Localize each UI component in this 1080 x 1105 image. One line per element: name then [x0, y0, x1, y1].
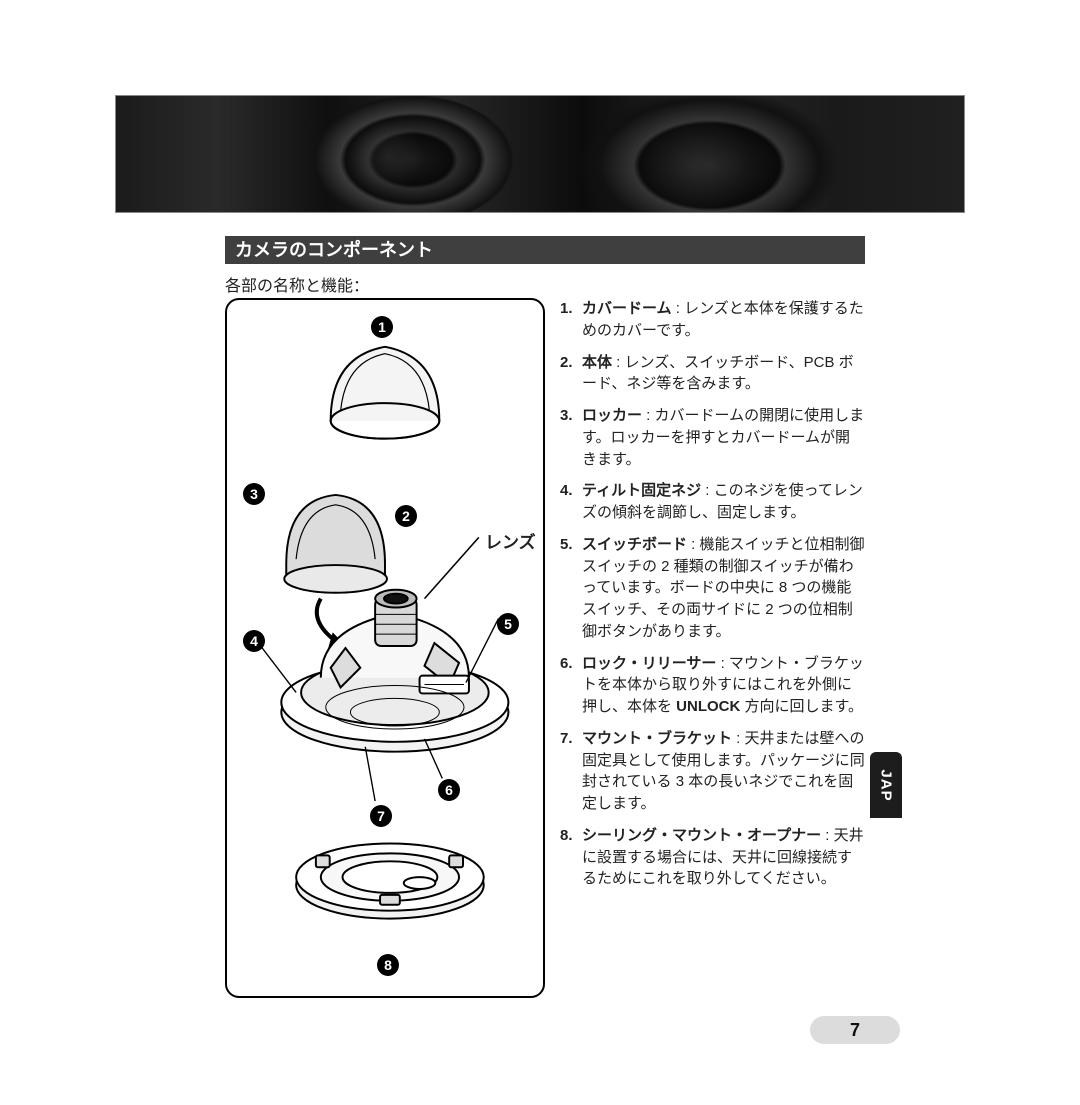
desc-item-3: 3. ロッカー : カバードームの開閉に使用します。ロッカーを押すとカバードーム…	[560, 405, 865, 470]
language-tab-label: JAP	[878, 769, 895, 801]
callout-5: 5	[497, 613, 519, 635]
desc-text: ロック・リリーサー : マウント・ブラケットを本体から取り外すにはこれを外側に押…	[582, 653, 865, 718]
callout-2: 2	[395, 505, 417, 527]
language-tab: JAP	[870, 752, 902, 818]
desc-text: スイッチボード : 機能スイッチと位相制御スイッチの 2 種類の制御スイッチが備…	[582, 534, 865, 643]
desc-num: 3.	[560, 405, 582, 470]
desc-text: ロッカー : カバードームの開閉に使用します。ロッカーを押すとカバードームが開き…	[582, 405, 865, 470]
page-number-text: 7	[850, 1020, 860, 1040]
lens-label: レンズ	[485, 528, 536, 553]
callout-3: 3	[243, 483, 265, 505]
desc-item-6: 6. ロック・リリーサー : マウント・ブラケットを本体から取り外すにはこれを外…	[560, 653, 865, 718]
callout-1: 1	[371, 316, 393, 338]
section-title-bar: カメラのコンポーネント	[225, 236, 865, 264]
desc-text: マウント・ブラケット : 天井または壁への固定具として使用します。パッケージに同…	[582, 728, 865, 815]
desc-item-5: 5. スイッチボード : 機能スイッチと位相制御スイッチの 2 種類の制御スイッ…	[560, 534, 865, 643]
manual-page: カメラのコンポーネント 各部の名称と機能：	[0, 0, 1080, 1105]
desc-item-2: 2. 本体 : レンズ、スイッチボード、PCB ボード、ネジ等を含みます。	[560, 352, 865, 396]
section-title-text: カメラのコンポーネント	[235, 240, 433, 260]
intro-text: 各部の名称と機能：	[225, 272, 369, 296]
diagram-svg	[227, 300, 543, 996]
desc-text: ティルト固定ネジ : このネジを使ってレンズの傾斜を調節し、固定します。	[582, 480, 865, 524]
desc-item-4: 4. ティルト固定ネジ : このネジを使ってレンズの傾斜を調節し、固定します。	[560, 480, 865, 524]
desc-num: 4.	[560, 480, 582, 524]
desc-text: 本体 : レンズ、スイッチボード、PCB ボード、ネジ等を含みます。	[582, 352, 865, 396]
desc-text: シーリング・マウント・オープナー : 天井に設置する場合には、天井に回線接続する…	[582, 825, 865, 890]
desc-num: 6.	[560, 653, 582, 718]
callout-7: 7	[370, 805, 392, 827]
callout-8: 8	[377, 954, 399, 976]
desc-item-1: 1. カバードーム : レンズと本体を保護するためのカバーです。	[560, 298, 865, 342]
desc-num: 7.	[560, 728, 582, 815]
desc-num: 2.	[560, 352, 582, 396]
desc-item-8: 8. シーリング・マウント・オープナー : 天井に設置する場合には、天井に回線接…	[560, 825, 865, 890]
exploded-diagram	[225, 298, 545, 998]
callout-6: 6	[438, 779, 460, 801]
desc-num: 8.	[560, 825, 582, 890]
description-list: 1. カバードーム : レンズと本体を保護するためのカバーです。 2. 本体 :…	[560, 298, 865, 900]
desc-num: 1.	[560, 298, 582, 342]
callout-4: 4	[243, 630, 265, 652]
desc-item-7: 7. マウント・ブラケット : 天井または壁への固定具として使用します。パッケー…	[560, 728, 865, 815]
page-number: 7	[810, 1016, 900, 1044]
desc-text: カバードーム : レンズと本体を保護するためのカバーです。	[582, 298, 865, 342]
desc-num: 5.	[560, 534, 582, 643]
header-photo	[115, 95, 965, 213]
